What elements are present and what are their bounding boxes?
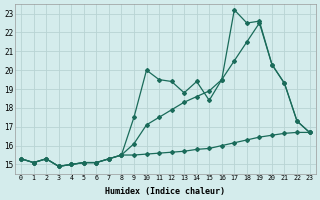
X-axis label: Humidex (Indice chaleur): Humidex (Indice chaleur) bbox=[105, 187, 225, 196]
